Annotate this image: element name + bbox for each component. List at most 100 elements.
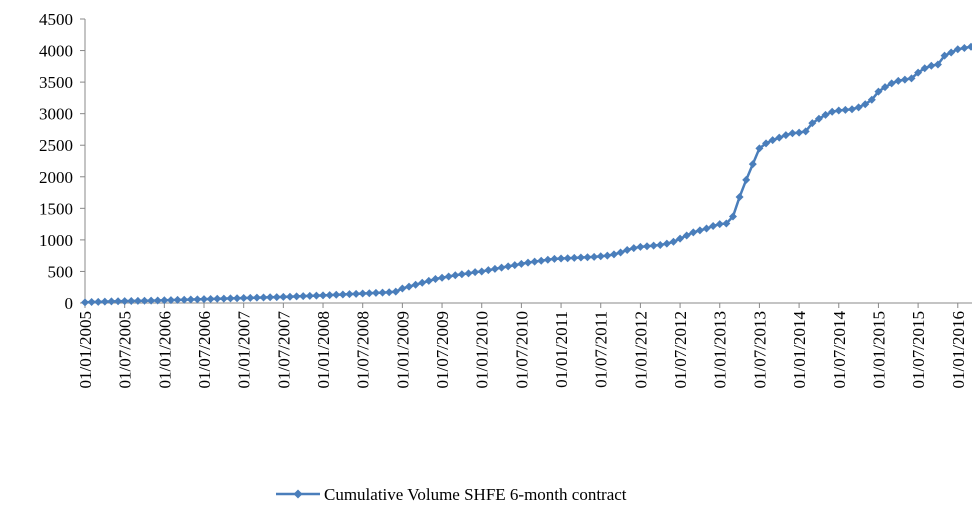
data-point	[643, 242, 652, 251]
data-point	[114, 297, 123, 306]
data-point	[484, 266, 493, 275]
data-point	[649, 241, 658, 250]
data-point	[193, 295, 202, 304]
data-point	[391, 287, 400, 296]
data-point	[576, 253, 585, 262]
data-point	[914, 68, 923, 77]
data-point	[424, 276, 433, 285]
data-point	[272, 293, 281, 302]
data-point	[543, 255, 552, 264]
data-point	[398, 284, 407, 293]
x-tick-label: 01/07/2008	[354, 311, 373, 388]
data-point	[371, 288, 380, 297]
y-tick-label: 4000	[39, 42, 73, 61]
data-point	[431, 275, 440, 284]
data-point	[616, 248, 625, 257]
data-point	[927, 61, 936, 70]
x-tick-label: 01/01/2013	[711, 311, 730, 388]
data-point	[451, 271, 460, 280]
data-point	[477, 267, 486, 276]
data-point	[550, 254, 559, 263]
data-point	[887, 79, 896, 88]
y-tick-label: 1000	[39, 231, 73, 250]
data-point	[695, 226, 704, 235]
data-point	[583, 253, 592, 262]
data-point	[140, 296, 149, 305]
data-point	[81, 298, 89, 307]
data-point	[305, 291, 314, 300]
data-point	[715, 220, 724, 229]
data-point	[814, 114, 823, 123]
data-point	[457, 270, 466, 279]
data-point	[404, 282, 413, 291]
data-point	[464, 269, 473, 278]
data-point	[967, 42, 972, 51]
x-tick-label: 01/01/2007	[235, 311, 254, 389]
data-point	[173, 295, 182, 304]
data-point	[907, 74, 916, 83]
data-point	[200, 295, 209, 304]
data-point	[702, 224, 711, 233]
data-point	[795, 128, 804, 137]
data-point	[563, 254, 572, 263]
data-point	[166, 296, 175, 305]
data-point	[609, 250, 618, 259]
data-point	[847, 105, 856, 114]
y-tick-label: 2500	[39, 136, 73, 155]
data-point	[94, 297, 103, 306]
data-point	[656, 240, 665, 249]
x-tick-label: 01/07/2010	[512, 311, 531, 388]
x-tick-label: 01/01/2015	[869, 311, 888, 388]
data-point	[530, 257, 539, 266]
x-tick-label: 01/07/2006	[195, 311, 214, 388]
data-point	[147, 296, 156, 305]
data-point	[233, 294, 242, 303]
data-point	[153, 296, 162, 305]
data-point	[226, 294, 235, 303]
data-point	[524, 258, 532, 267]
data-point	[867, 95, 876, 104]
data-point	[960, 44, 969, 53]
data-point	[775, 133, 784, 142]
x-tick-label: 01/07/2007	[274, 311, 293, 389]
data-point	[510, 261, 519, 270]
data-point	[239, 294, 248, 303]
x-tick-label: 01/01/2014	[790, 311, 809, 389]
x-tick-label: 01/07/2009	[433, 311, 452, 388]
x-tick-label: 01/01/2005	[76, 311, 95, 388]
data-point	[953, 45, 962, 54]
data-point	[332, 290, 341, 299]
data-point	[444, 272, 453, 281]
x-tick-label: 01/01/2009	[393, 311, 412, 388]
y-tick-label: 1500	[39, 199, 73, 218]
data-point	[682, 231, 691, 240]
data-point	[874, 87, 883, 96]
x-tick-label: 01/01/2008	[314, 311, 333, 388]
x-tick-label: 01/01/2010	[473, 311, 492, 388]
x-tick-label: 01/07/2005	[116, 311, 135, 388]
data-point	[259, 293, 268, 302]
data-point	[219, 294, 228, 303]
data-point	[497, 263, 506, 272]
data-point	[768, 136, 777, 145]
legend-label: Cumulative Volume SHFE 6-month contract	[324, 485, 627, 504]
y-tick-label: 0	[65, 294, 74, 313]
x-tick-label: 01/01/2016	[949, 311, 968, 388]
data-point	[722, 219, 731, 228]
data-point	[438, 273, 447, 282]
data-point	[709, 222, 718, 231]
data-point	[808, 119, 817, 128]
data-point	[781, 131, 790, 140]
data-point	[557, 254, 566, 263]
data-point	[325, 291, 334, 300]
data-point	[590, 252, 599, 261]
data-point	[319, 291, 328, 300]
data-point	[788, 129, 797, 138]
data-point	[828, 107, 837, 116]
data-point	[312, 291, 321, 300]
data-point	[358, 289, 367, 298]
data-point	[292, 292, 301, 301]
x-tick-label: 01/07/2013	[750, 311, 769, 388]
data-point	[352, 289, 361, 298]
